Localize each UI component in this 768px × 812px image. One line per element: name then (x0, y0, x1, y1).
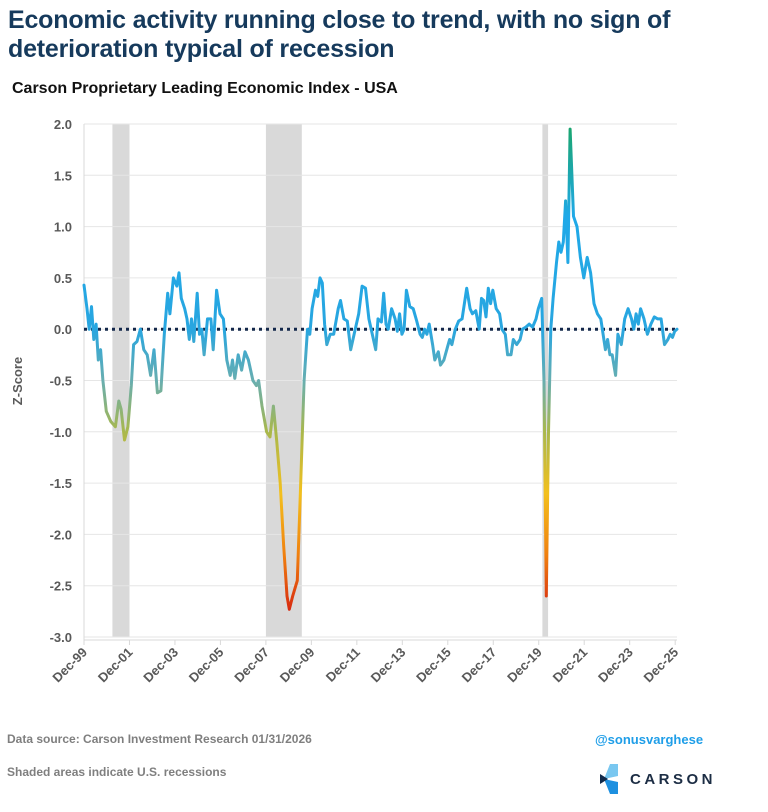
carson-chevron-icon (600, 764, 618, 794)
y-tick-label: 0.0 (54, 322, 72, 337)
y-tick-label: 0.5 (54, 271, 72, 286)
y-tick-label: 2.0 (54, 117, 72, 132)
y-tick-label: 1.5 (54, 168, 72, 183)
x-tick-label: Dec-21 (550, 645, 591, 686)
x-tick-label: Dec-03 (140, 645, 181, 686)
y-tick-label: 1.0 (54, 220, 72, 235)
y-tick-label: -2.5 (50, 579, 72, 594)
x-tick-label: Dec-07 (231, 645, 272, 686)
x-tick-label: Dec-09 (277, 645, 318, 686)
y-axis-ticks: 2.0 1.5 1.0 0.5 0.0 -0.5 -1.0 -1.5 -2.0 -2.5 -3.0 (50, 117, 72, 645)
y-tick-label: -1.0 (50, 425, 72, 440)
x-tick-label: Dec-15 (413, 645, 454, 686)
chart-plot: 2.01.51.00.50.0-0.5-1.0-1.5-2.0-2.5-3.0 … (10, 117, 681, 685)
x-tick-label: Dec-99 (49, 645, 90, 686)
carson-logo: CARSON (598, 764, 716, 794)
chart-title: Economic activity running close to trend… (8, 6, 671, 63)
x-tick-label: Dec-19 (504, 645, 545, 686)
recession-shading-note: Shaded areas indicate U.S. recessions (7, 765, 227, 779)
x-tick-label: Dec-11 (323, 645, 363, 685)
y-tick-label: -3.0 (50, 630, 72, 645)
x-tick-label: Dec-01 (95, 645, 136, 686)
x-tick-label: Dec-13 (368, 645, 409, 686)
data-source-note: Data source: Carson Investment Research … (7, 732, 312, 746)
chart-subtitle: Carson Proprietary Leading Economic Inde… (12, 80, 398, 97)
y-tick-label: -2.0 (50, 527, 72, 542)
series-line-leading-index (82, 127, 679, 611)
gridlines (84, 123, 677, 638)
x-axis: Dec-99 Dec-01 Dec-03 Dec-05 Dec-07 Dec-09 Dec-… (49, 124, 681, 685)
y-axis-label: Z-Score (10, 357, 25, 405)
x-tick-label: Dec-17 (459, 645, 500, 686)
y-tick-label: -1.5 (50, 476, 72, 491)
x-tick-label: Dec-23 (595, 645, 636, 686)
x-tick-label: Dec-25 (641, 645, 682, 686)
author-handle-link[interactable]: @sonusvarghese (595, 732, 704, 747)
carson-logo-text: CARSON (630, 770, 717, 788)
x-tick-label: Dec-05 (186, 645, 227, 686)
y-tick-label: -0.5 (50, 374, 72, 389)
